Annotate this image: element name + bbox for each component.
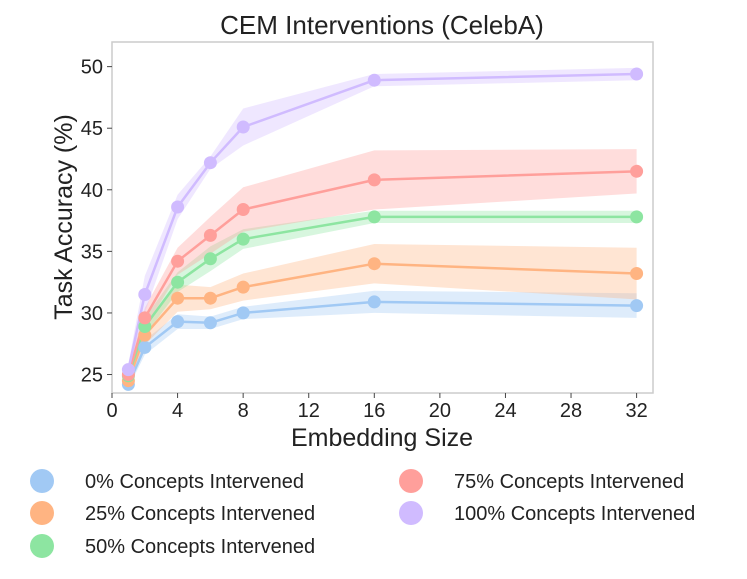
data-point-0-4 bbox=[236, 306, 250, 320]
data-point-4-2 bbox=[171, 200, 185, 214]
data-point-1-3 bbox=[203, 291, 217, 305]
x-tick-label-8: 32 bbox=[625, 400, 647, 422]
x-axis-ticks: 0 4 8 12 16 20 24 28 32 bbox=[106, 393, 648, 422]
data-point-1-4 bbox=[236, 280, 250, 294]
data-point-0-3 bbox=[203, 316, 217, 330]
y-tick-label-5: 50 bbox=[81, 57, 103, 79]
data-point-1-2 bbox=[171, 291, 185, 305]
x-tick-label-6: 24 bbox=[494, 400, 516, 422]
legend-label-4: 100% Concepts Intervened bbox=[454, 503, 695, 525]
x-tick-label-7: 28 bbox=[560, 400, 582, 422]
plot-frame bbox=[111, 41, 654, 394]
data-point-4-1 bbox=[138, 288, 152, 301]
y-tick-label-2: 35 bbox=[81, 241, 103, 263]
confidence-band-1 bbox=[128, 244, 637, 386]
legend: 0% Concepts Intervened 25% Concepts Inter… bbox=[30, 469, 695, 558]
legend-label-1: 25% Concepts Intervened bbox=[85, 503, 315, 525]
data-point-3-1 bbox=[138, 311, 152, 325]
data-point-3-6 bbox=[630, 164, 644, 178]
legend-marker-2 bbox=[30, 534, 54, 558]
data-point-0-6 bbox=[630, 299, 644, 313]
data-point-3-4 bbox=[236, 203, 250, 216]
data-point-1-6 bbox=[630, 267, 644, 280]
data-point-3-5 bbox=[367, 173, 381, 187]
y-tick-label-4: 45 bbox=[81, 118, 103, 140]
data-point-0-5 bbox=[367, 295, 381, 309]
x-tick-label-1: 4 bbox=[172, 400, 183, 422]
data-point-3-2 bbox=[171, 254, 185, 268]
data-point-3-3 bbox=[203, 228, 217, 242]
data-point-0-1 bbox=[138, 340, 152, 354]
data-point-4-0 bbox=[121, 363, 135, 377]
data-points bbox=[121, 67, 644, 391]
data-point-0-2 bbox=[171, 315, 185, 329]
data-point-2-6 bbox=[630, 210, 644, 224]
x-tick-label-3: 12 bbox=[298, 400, 320, 422]
data-point-4-4 bbox=[236, 120, 250, 134]
x-tick-label-5: 20 bbox=[429, 400, 451, 422]
y-axis-ticks: 25 30 35 40 45 50 bbox=[81, 57, 112, 387]
legend-label-0: 0% Concepts Intervened bbox=[85, 471, 304, 493]
legend-label-2: 50% Concepts Intervened bbox=[85, 536, 315, 558]
y-tick-label-3: 40 bbox=[81, 180, 103, 202]
x-tick-label-0: 0 bbox=[106, 400, 117, 422]
legend-marker-3 bbox=[399, 469, 423, 493]
legend-label-3: 75% Concepts Intervened bbox=[454, 471, 684, 493]
legend-marker-4 bbox=[399, 501, 423, 525]
data-point-4-5 bbox=[367, 73, 381, 87]
legend-marker-1 bbox=[30, 501, 54, 525]
data-point-1-5 bbox=[367, 257, 381, 271]
x-tick-label-2: 8 bbox=[238, 400, 249, 422]
data-point-2-2 bbox=[171, 275, 185, 289]
legend-marker-0 bbox=[30, 469, 54, 493]
y-tick-label-1: 30 bbox=[81, 303, 103, 325]
confidence-bands bbox=[128, 67, 637, 389]
data-point-4-3 bbox=[203, 156, 217, 170]
chart-title: CEM Interventions (CelebA) bbox=[220, 10, 544, 40]
x-tick-label-4: 16 bbox=[363, 400, 385, 422]
y-tick-label-0: 25 bbox=[81, 365, 103, 387]
data-point-2-3 bbox=[203, 252, 217, 266]
x-axis-label: Embedding Size bbox=[291, 424, 473, 452]
data-point-2-4 bbox=[236, 232, 250, 246]
y-axis-label: Task Accuracy (%) bbox=[50, 114, 78, 320]
data-point-4-6 bbox=[630, 67, 644, 81]
confidence-band-0 bbox=[128, 290, 637, 389]
data-point-2-5 bbox=[367, 210, 381, 224]
